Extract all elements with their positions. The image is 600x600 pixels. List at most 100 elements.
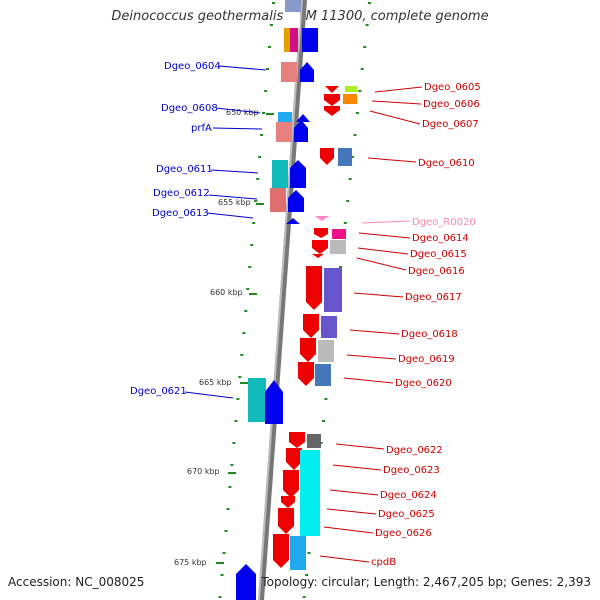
guide-dot [230,464,234,466]
guide-dot [365,24,369,26]
gene-dgeo-0606 [324,94,340,106]
label-dgeo-0613: Dgeo_0613 [152,208,209,219]
guide-dot [270,24,273,26]
gene-dgeo-0621a [248,378,266,422]
label-dgeo-0611: Dgeo_0611 [156,164,213,175]
guide-dot [348,178,352,180]
guide-dot [262,112,266,114]
label-dgeo-0626: Dgeo_0626 [375,528,432,539]
gene-top-c [290,28,298,52]
tick-label-675: 675 kbp [174,558,207,567]
guide-dot [322,420,325,422]
guide-dot [307,552,311,554]
left-labels: Dgeo_0604 Dgeo_0608 prfA Dgeo_0611 Dgeo_… [130,61,267,399]
guide-dot [222,552,226,554]
label-dgeo-0607: Dgeo_0607 [422,119,479,130]
tick-label-655: 655 kbp [218,198,251,207]
guide-dot [319,442,323,444]
guide-dot [246,288,250,290]
gene-dgeo-0617 [306,266,322,310]
tick-marks [216,113,274,564]
guide-dot [268,46,271,48]
guide-dot [264,90,268,92]
guide-dot [242,332,246,334]
label-dgeo-0605: Dgeo_0605 [424,82,481,93]
guide-dot [228,486,232,488]
guide-dot [368,2,371,4]
label-dgeo-0616: Dgeo_0616 [408,266,465,277]
gene-dgeo-0622 [289,432,305,448]
guide-dot [324,398,328,400]
label-dgeo-0623: Dgeo_0623 [383,465,440,476]
label-dgeo-r0020: Dgeo_R0020 [412,217,476,228]
guide-dot [236,398,240,400]
gene-dgeo-0625 [278,508,294,534]
guide-dot [302,596,306,598]
guide-dot [258,156,262,158]
guide-dot [232,442,236,444]
guide-dot [234,420,238,422]
gene-prfA [276,122,292,142]
label-dgeo-0625: Dgeo_0625 [378,509,435,520]
label-prfA: prfA [191,123,212,134]
gene-dgeo-0614 [314,228,328,238]
right-strand-genes [273,86,357,570]
gene-dgeo-0621b [265,380,283,424]
gene-cyan-long [300,450,320,536]
guide-dot [272,2,275,4]
guide-dot [305,574,309,576]
topology-footer: Topology: circular; Length: 2,467,205 bp… [261,575,591,589]
gene-dgeo-r0020 [315,216,329,221]
gene-dgeo-0604 [281,62,297,82]
gene-top-d [302,28,318,52]
guide-dot [224,530,228,532]
tick-label-650: 650 kbp [226,108,259,117]
tick-label-660: 660 kbp [210,288,243,297]
label-dgeo-0619: Dgeo_0619 [398,354,455,365]
gene-dgeo-0616 [312,254,324,258]
gene-dgeo-0618 [303,314,319,338]
guide-dot [250,244,254,246]
guide-dot [339,266,342,268]
accession-footer: Accession: NC_008025 [8,575,145,589]
label-dgeo-0606: Dgeo_0606 [423,99,480,110]
gene-top-b [284,28,290,52]
tick-label-670: 670 kbp [187,467,220,476]
label-dgeo-0614: Dgeo_0614 [412,233,469,244]
guide-dot [238,376,242,378]
gene-cpdB [290,536,306,570]
guide-dot [252,222,256,224]
guide-dot [260,134,264,136]
label-dgeo-0618: Dgeo_0618 [401,329,458,340]
guide-dot [240,354,244,356]
gene-dgeo-0615 [312,240,328,254]
guide-dot [266,68,270,70]
guide-dot [256,178,260,180]
left-strand-genes [236,0,318,600]
guide-dot [358,90,362,92]
guide-dot [353,134,357,136]
gene-dgeo-0613 [286,218,300,224]
guide-dot [226,508,230,510]
gene-bottom-blue [236,564,256,600]
label-dgeo-0620: Dgeo_0620 [395,378,452,389]
tick-labels: 650 kbp 655 kbp 660 kbp 665 kbp 670 kbp … [174,108,259,567]
label-dgeo-0621: Dgeo_0621 [130,386,187,397]
guide-dot [244,310,248,312]
gene-dgeo-0611 [272,160,288,188]
gene-dgeo-0620 [298,362,314,386]
gene-dgeo-0626 [273,534,289,568]
gene-dgeo-0610 [320,148,334,165]
label-dgeo-0610: Dgeo_0610 [418,158,475,169]
gene-dgeo-0605 [325,86,339,93]
label-dgeo-0615: Dgeo_0615 [410,249,467,260]
gene-dgeo-0607 [324,106,340,116]
label-dgeo-0622: Dgeo_0622 [386,445,443,456]
guide-dot [351,156,355,158]
guide-dot [218,596,222,598]
guide-dot [346,200,350,202]
gene-dgeo-0624 [283,470,299,498]
gene-dgeo-0623 [286,448,302,470]
label-cpdB: cpdB [371,557,396,568]
